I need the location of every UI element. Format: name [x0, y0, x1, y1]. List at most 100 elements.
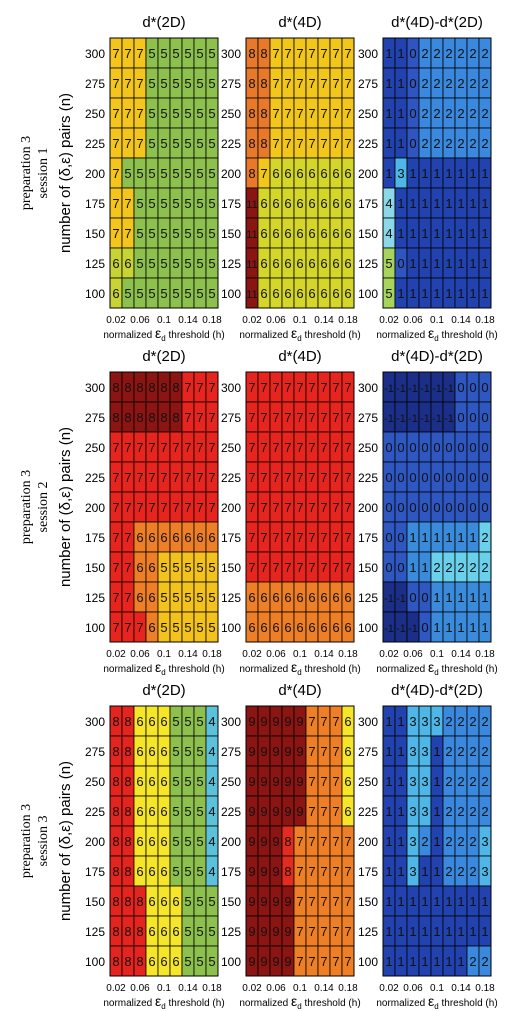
cell-label: 7 — [124, 106, 131, 121]
cell-label: 5 — [208, 46, 215, 61]
cell-label: 7 — [124, 590, 131, 605]
panel-title: d*(4D)-d*(2D) — [391, 348, 483, 365]
cell-label: 7 — [344, 894, 351, 909]
cell-label: 7 — [284, 440, 291, 455]
y-tick-label: 200 — [358, 835, 378, 849]
cell-label: 5 — [196, 864, 203, 879]
cell-label: 6 — [148, 894, 155, 909]
cell-label: 6 — [344, 804, 351, 819]
cell-label: 8 — [148, 410, 155, 425]
cell-label: 7 — [112, 440, 119, 455]
cell-label: 5 — [196, 714, 203, 729]
cell-label: 0 — [409, 500, 416, 515]
cell-label: 7 — [308, 714, 315, 729]
cell-label: -1 — [444, 383, 454, 395]
cell-label: 6 — [332, 166, 339, 181]
cell-label: 1 — [409, 530, 416, 545]
cell-label: 7 — [172, 500, 179, 515]
cell-label: 7 — [136, 440, 143, 455]
cell-label: 1 — [397, 136, 404, 151]
cell-label: 2 — [433, 136, 440, 151]
cell-label: 3 — [481, 834, 488, 849]
cell-label: 5 — [196, 954, 203, 969]
x-tick-label: 0.02 — [106, 315, 126, 326]
cell-label: 6 — [272, 286, 279, 301]
cell-label: 9 — [260, 864, 267, 879]
cell-label: 7 — [184, 470, 191, 485]
cell-label: 1 — [397, 106, 404, 121]
cell-label: 5 — [208, 924, 215, 939]
cell-label: 7 — [272, 410, 279, 425]
y-tick-label: 250 — [358, 775, 378, 789]
cell-label: 5 — [184, 560, 191, 575]
x-tick-label: 0.06 — [266, 983, 286, 994]
cell-label: 1 — [457, 894, 464, 909]
cell-label: 7 — [124, 226, 131, 241]
cell-label: 6 — [148, 620, 155, 635]
panel-frame — [382, 371, 492, 643]
cell-label: 7 — [308, 924, 315, 939]
cell-label: 5 — [184, 256, 191, 271]
cell-label: 9 — [248, 804, 255, 819]
cell-label: 7 — [296, 410, 303, 425]
cell-label: 9 — [248, 744, 255, 759]
cell-label: 7 — [124, 136, 131, 151]
cell-label: 8 — [248, 46, 255, 61]
cell-label: 7 — [272, 560, 279, 575]
cell-label: 7 — [320, 76, 327, 91]
cell-label: 2 — [457, 744, 464, 759]
cell-label: 7 — [260, 560, 267, 575]
cell-label: 2 — [433, 106, 440, 121]
cell-label: 6 — [172, 954, 179, 969]
cell-label: 4 — [385, 196, 392, 211]
cell-label: 7 — [112, 76, 119, 91]
cell-label: 7 — [344, 924, 351, 939]
x-tick-label: 0.18 — [338, 315, 358, 326]
cell-label: 1 — [385, 714, 392, 729]
cell-label: 1 — [397, 714, 404, 729]
cell-label: 5 — [160, 560, 167, 575]
x-tick-label: 0.1 — [430, 649, 444, 660]
cell-label: 7 — [332, 744, 339, 759]
cell-label: 1 — [481, 894, 488, 909]
cell-label: 7 — [260, 410, 267, 425]
cell-label: 8 — [172, 380, 179, 395]
cell-label: 6 — [344, 744, 351, 759]
cell-label: 7 — [272, 76, 279, 91]
y-tick-label: 150 — [221, 227, 241, 241]
cell-label: 7 — [272, 106, 279, 121]
cell-label: 5 — [208, 196, 215, 211]
cell-label: 1 — [445, 226, 452, 241]
cell-label: 5 — [172, 774, 179, 789]
cell-label: -1 — [432, 383, 442, 395]
cell-label: 0 — [469, 470, 476, 485]
cell-label: 8 — [284, 834, 291, 849]
cell-label: 1 — [397, 226, 404, 241]
x-tick-label: 0.18 — [202, 649, 222, 660]
cell-label: 6 — [332, 196, 339, 211]
cell-label: -1 — [384, 623, 394, 635]
cell-label: 1 — [445, 894, 452, 909]
cell-label: 9 — [260, 804, 267, 819]
cell-label: 8 — [248, 76, 255, 91]
panel-frame — [245, 371, 355, 643]
cell-label: 5 — [184, 924, 191, 939]
cell-label: 7 — [332, 106, 339, 121]
cell-label: 7 — [296, 440, 303, 455]
cell-label: 5 — [184, 106, 191, 121]
cell-label: 3 — [433, 714, 440, 729]
cell-label: 7 — [284, 500, 291, 515]
x-tick-label: 0.02 — [106, 983, 126, 994]
cell-label: 1 — [421, 894, 428, 909]
y-tick-label: 125 — [221, 591, 241, 605]
cell-label: 7 — [248, 530, 255, 545]
cell-label: 5 — [196, 924, 203, 939]
cell-label: 2 — [457, 136, 464, 151]
cell-label: 1 — [481, 166, 488, 181]
cell-label: 1 — [409, 894, 416, 909]
cell-label: -1 — [384, 383, 394, 395]
cell-label: 2 — [445, 136, 452, 151]
cell-label: 5 — [196, 46, 203, 61]
cell-label: 9 — [248, 954, 255, 969]
cell-label: 6 — [160, 834, 167, 849]
